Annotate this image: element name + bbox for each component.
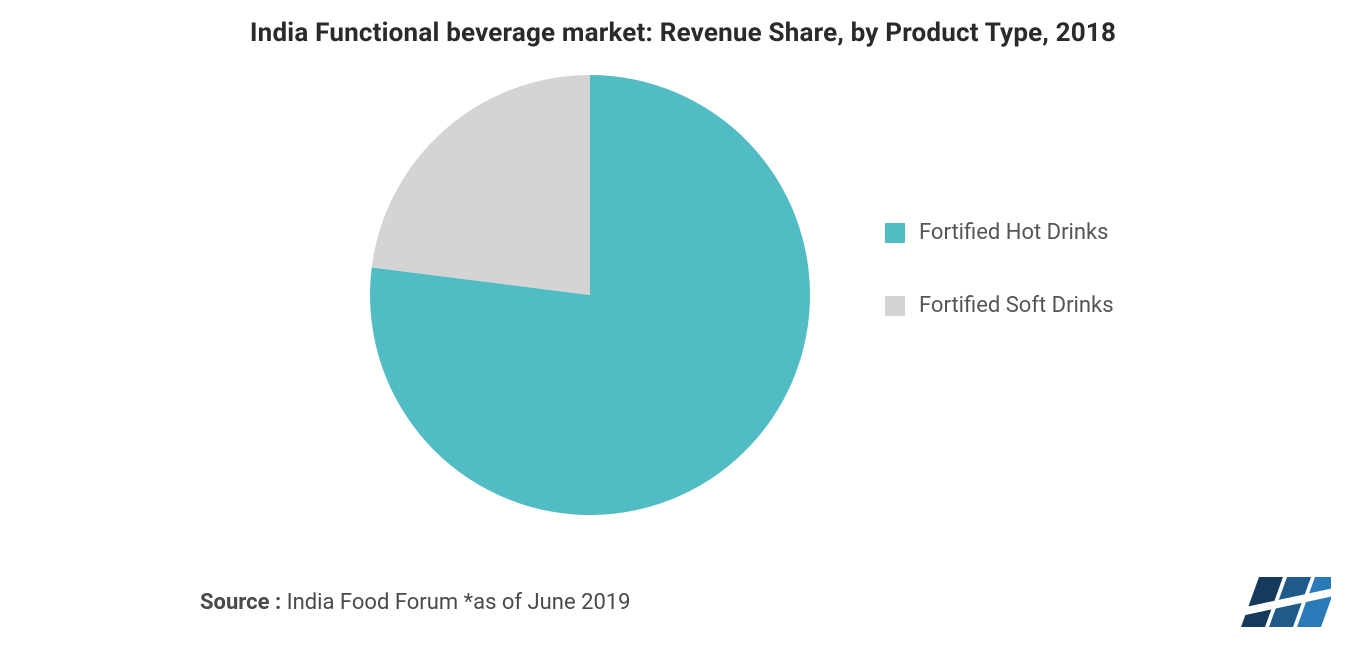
legend-label: Fortified Soft Drinks: [919, 293, 1114, 318]
chart-title: India Functional beverage market: Revenu…: [0, 0, 1366, 48]
chart-area: Fortified Hot Drinks Fortified Soft Drink…: [0, 75, 1366, 575]
source-line: Source : India Food Forum *as of June 20…: [200, 590, 631, 615]
brand-logo-svg: [1241, 577, 1331, 627]
pie-svg: [370, 75, 810, 515]
legend-label: Fortified Hot Drinks: [919, 220, 1109, 245]
pie-slice: [372, 75, 590, 295]
pie-chart: [370, 75, 810, 515]
legend-swatch: [885, 296, 905, 316]
legend: Fortified Hot Drinks Fortified Soft Drink…: [885, 220, 1114, 318]
source-label: Source :: [200, 590, 281, 615]
legend-item: Fortified Hot Drinks: [885, 220, 1114, 245]
legend-item: Fortified Soft Drinks: [885, 293, 1114, 318]
source-text: India Food Forum *as of June 2019: [281, 590, 630, 615]
legend-swatch: [885, 223, 905, 243]
brand-logo: [1241, 577, 1331, 627]
